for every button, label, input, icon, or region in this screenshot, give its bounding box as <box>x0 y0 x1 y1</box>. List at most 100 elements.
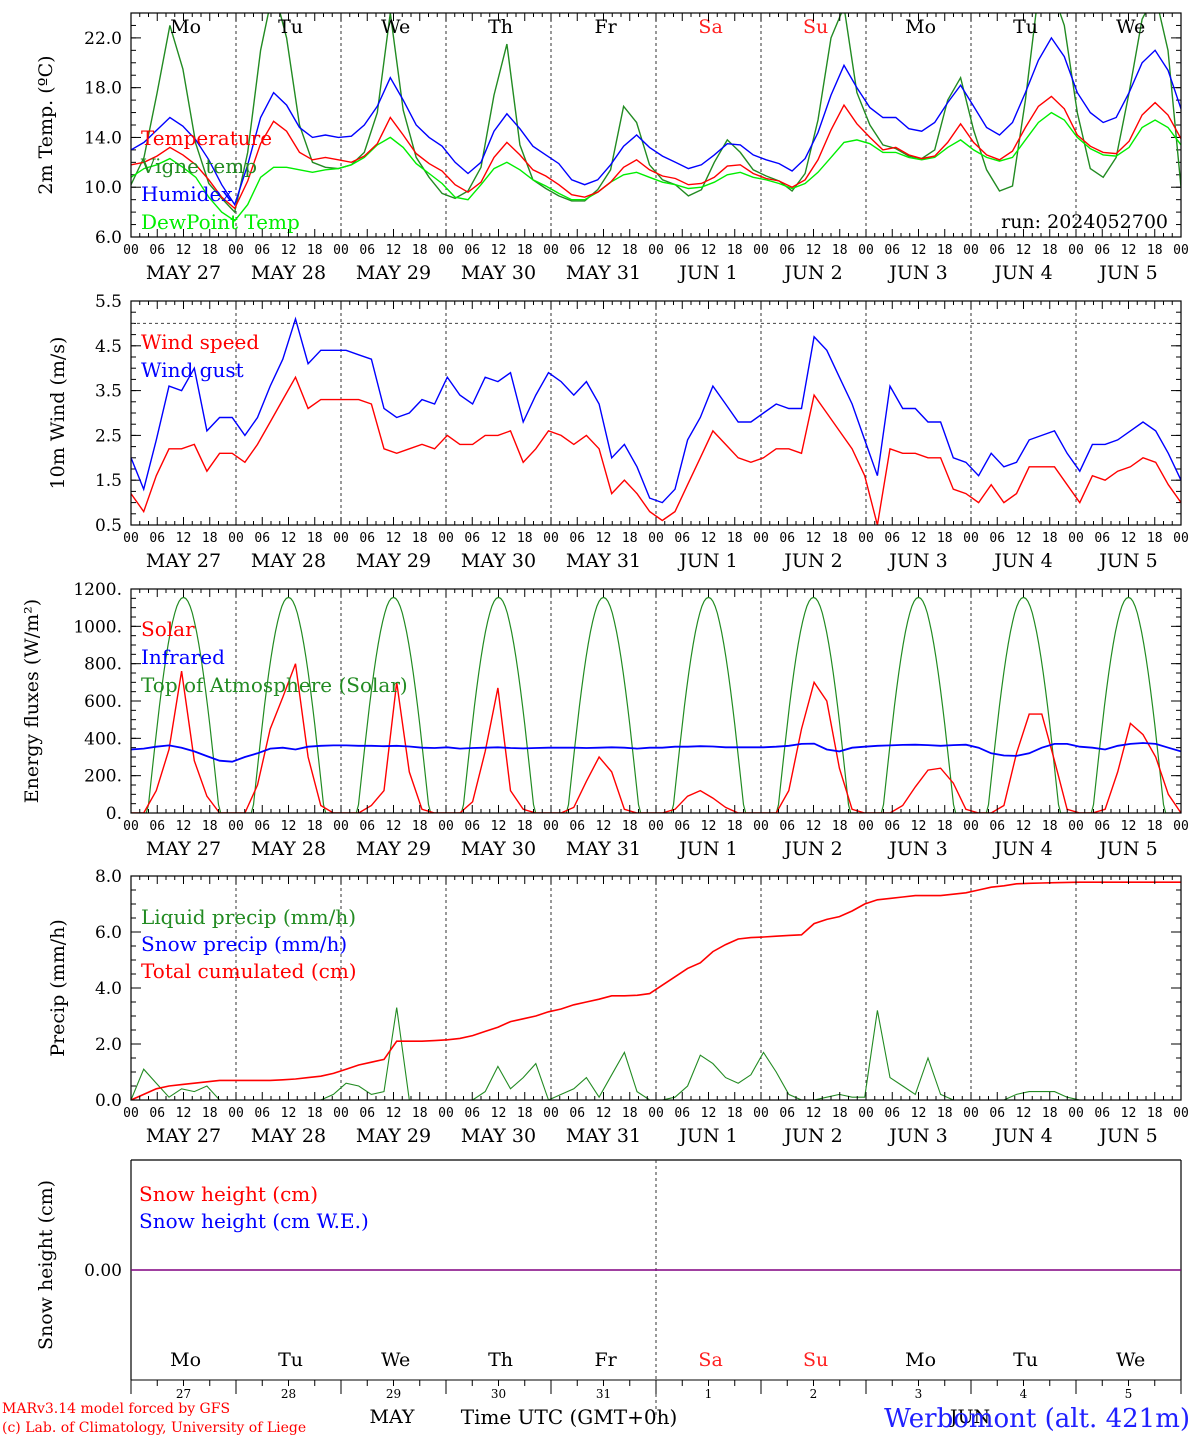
legend-humidex: Humidex <box>141 182 233 206</box>
x-hour-label: 12 <box>281 819 297 834</box>
x-day-label: MAY 28 <box>251 1125 326 1147</box>
x-hour-label: 12 <box>806 819 822 834</box>
legend-snow-precip-mm-h-: Snow precip (mm/h) <box>141 932 347 956</box>
x-day-label: MAY 29 <box>356 262 431 284</box>
x-hour-label: 00 <box>1068 531 1084 546</box>
x-hour-label: 00 <box>1068 1106 1084 1121</box>
x-hour-label: 06 <box>989 531 1005 546</box>
x-hour-label: 18 <box>412 531 428 546</box>
x-day-label: MAY 31 <box>566 1125 641 1147</box>
x-hour-label: 12 <box>806 243 822 258</box>
x-day-label: JUN 1 <box>677 1125 737 1147</box>
x-axis-label: Time UTC (GMT+0h) <box>461 1405 678 1429</box>
series-wind-gust <box>131 316 1181 504</box>
x-hour-label: 12 <box>701 531 717 546</box>
legend-top-of-atmosphere-solar-: Top of Atmosphere (Solar) <box>141 673 408 697</box>
x-hour-label: 00 <box>858 819 874 834</box>
x-hour-label: 00 <box>543 1106 559 1121</box>
legend-temperature: Temperature <box>141 126 272 150</box>
y-tick-label: 400. <box>84 729 122 749</box>
day-number-label: 30 <box>491 1387 506 1401</box>
x-hour-label: 12 <box>596 1106 612 1121</box>
x-hour-label: 06 <box>254 243 270 258</box>
x-hour-label: 12 <box>176 243 192 258</box>
month-label-jun: JUN <box>948 1406 990 1428</box>
x-hour-label: 00 <box>1173 243 1189 258</box>
x-hour-label: 12 <box>1016 819 1032 834</box>
day-number-label: 29 <box>386 1387 401 1401</box>
energy-lines <box>131 596 1181 813</box>
x-hour-label: 12 <box>911 243 927 258</box>
x-hour-label: 18 <box>517 819 533 834</box>
x-hour-label: 06 <box>674 819 690 834</box>
x-hour-label: 18 <box>307 819 323 834</box>
panel-precipitation: 0.0 2.0 4.0 6.0 8.0 Liquid precip (mm/h) Snow … <box>47 867 1189 1147</box>
day-number-label: 27 <box>176 1387 191 1401</box>
x-hour-label: 06 <box>149 1106 165 1121</box>
weekday-label: Tu <box>1013 1349 1038 1371</box>
x-hour-label: 12 <box>911 819 927 834</box>
x-day-label: MAY 27 <box>146 1125 221 1147</box>
x-hour-label: 18 <box>727 1106 743 1121</box>
x-hour-label: 12 <box>386 243 402 258</box>
y-tick-label: 6.0 <box>95 228 122 248</box>
x-hour-label: 18 <box>1042 1106 1058 1121</box>
x-hour-label: 12 <box>806 1106 822 1121</box>
weekday-label: Th <box>488 1349 513 1371</box>
station-label: Werbomont (alt. 421m) <box>884 1404 1190 1434</box>
x-hour-label: 18 <box>937 1106 953 1121</box>
day-number-label: 28 <box>281 1387 296 1401</box>
y-tick-label: 0.0 <box>95 1091 122 1111</box>
x-hour-label: 00 <box>963 1106 979 1121</box>
y-tick-label: 14.0 <box>84 128 122 148</box>
x-day-label: MAY 31 <box>566 550 641 572</box>
x-day-label: MAY 31 <box>566 838 641 860</box>
x-day-label: MAY 27 <box>146 262 221 284</box>
x-hour-label: 12 <box>701 243 717 258</box>
x-hour-label: 00 <box>1173 1106 1189 1121</box>
plot-frame <box>130 588 1182 814</box>
y-tick-label: 2.0 <box>95 1035 122 1055</box>
panel-temperature: 6.0 10.0 14.0 18.0 22.0 Mo Tu We Th Fr Sa Su Mo Tu We T… <box>35 12 1189 284</box>
x-hour-label: 12 <box>806 531 822 546</box>
x-hour-label: 00 <box>963 819 979 834</box>
x-hour-label: 18 <box>1147 1106 1163 1121</box>
series-dewpoint-temp <box>131 111 1181 222</box>
day-number-label: 4 <box>1020 1387 1028 1401</box>
series-top-of-atmosphere-solar <box>131 596 1181 813</box>
x-hour-label: 00 <box>648 1106 664 1121</box>
x-day-label: MAY 30 <box>461 1125 536 1147</box>
y-tick-label: 4.0 <box>95 979 122 999</box>
x-hour-label: 06 <box>254 531 270 546</box>
wind-lines <box>131 316 1181 525</box>
series-infrared <box>131 742 1181 763</box>
month-label-may: MAY <box>370 1406 415 1428</box>
weekday-label: Mo <box>905 16 936 38</box>
x-day-label: JUN 2 <box>782 838 842 860</box>
legend-infrared: Infrared <box>141 645 225 669</box>
x-hour-label: 18 <box>1042 531 1058 546</box>
x-hour-label: 06 <box>989 819 1005 834</box>
series-wind-speed <box>131 375 1181 525</box>
x-day-label: MAY 28 <box>251 838 326 860</box>
x-hour-label: 18 <box>202 819 218 834</box>
x-hour-label: 12 <box>596 243 612 258</box>
y-tick-label: 18.0 <box>84 79 122 99</box>
x-hour-label: 12 <box>491 1106 507 1121</box>
x-hour-label: 18 <box>937 531 953 546</box>
x-hour-label: 06 <box>1094 243 1110 258</box>
x-hour-label: 06 <box>1094 1106 1110 1121</box>
x-day-label: JUN 2 <box>782 262 842 284</box>
x-hour-label: 06 <box>149 531 165 546</box>
x-day-label: MAY 29 <box>356 838 431 860</box>
x-day-label: MAY 31 <box>566 262 641 284</box>
x-day-label: MAY 29 <box>356 1125 431 1147</box>
x-hour-label: 12 <box>386 1106 402 1121</box>
legend-solar: Solar <box>141 617 195 641</box>
x-hour-label: 18 <box>832 1106 848 1121</box>
y-tick-label: 2.5 <box>95 426 122 446</box>
x-hour-label: 18 <box>1147 819 1163 834</box>
x-hour-label: 06 <box>674 531 690 546</box>
x-hour-label: 06 <box>1094 531 1110 546</box>
x-day-label: JUN 5 <box>1097 262 1157 284</box>
